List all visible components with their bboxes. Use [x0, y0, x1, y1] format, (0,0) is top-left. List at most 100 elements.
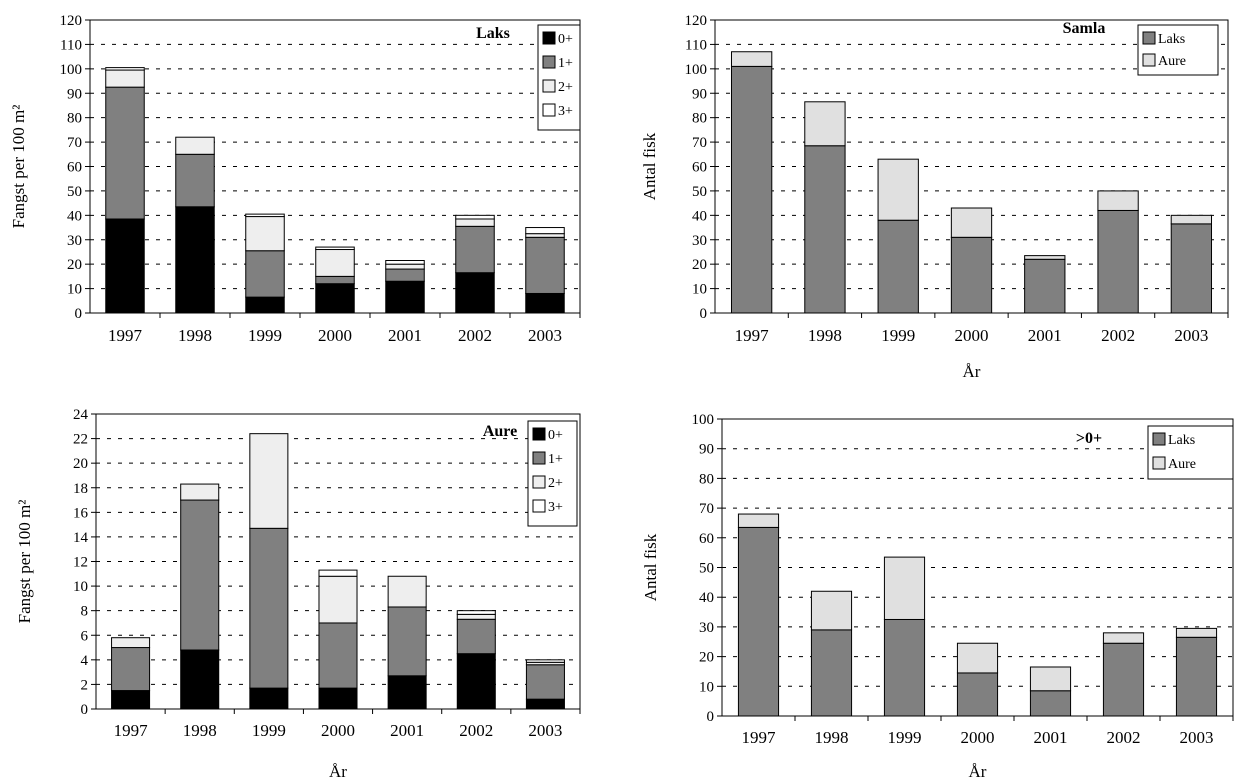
y-tick-label: 90	[692, 86, 707, 102]
y-tick-label: 20	[692, 257, 707, 273]
bar-segment-Laks-1998	[810, 629, 853, 717]
x-tick-label: 1998	[808, 326, 842, 345]
x-axis-title: År	[963, 362, 981, 381]
y-tick-label: 50	[67, 184, 82, 200]
y-axis-title: Antal fisk	[641, 533, 660, 601]
bar-segment-3-1997	[105, 67, 145, 71]
legend-swatch	[1152, 432, 1166, 446]
bar-segment-1-1999	[249, 527, 289, 689]
bar-segment-Laks-2003	[1170, 223, 1213, 314]
y-tick-label: 120	[60, 13, 83, 29]
legend-swatch	[542, 79, 556, 93]
legend-label: 3+	[548, 500, 563, 515]
legend: Laks Aure	[1137, 24, 1219, 76]
y-tick-label: 24	[73, 407, 89, 423]
bar-segment-0-1998	[175, 206, 215, 314]
x-tick-label: 2001	[1034, 728, 1068, 747]
bar-segment-3-1999	[245, 213, 285, 218]
x-tick-label: 2000	[318, 326, 352, 345]
bar-segment-0-2002	[455, 272, 495, 314]
x-tick-label: 2003	[1174, 326, 1208, 345]
x-tick-label: 2002	[1107, 728, 1141, 747]
y-tick-label: 80	[692, 111, 707, 127]
y-tick-label: 70	[699, 501, 714, 517]
bar-segment-0-2003	[525, 698, 565, 710]
x-tick-label: 1997	[114, 721, 149, 740]
legend-swatch	[1142, 31, 1156, 45]
bar-segment-2-2000	[315, 249, 355, 277]
bar-segment-1-2001	[385, 268, 425, 282]
bar-segment-2-1999	[249, 433, 289, 529]
x-tick-label: 1999	[252, 721, 286, 740]
bar-segment-0-2001	[385, 280, 425, 314]
bar-segment-1-1997	[111, 647, 151, 692]
bar-segment-Laks-2000	[956, 672, 999, 717]
legend-label: 0+	[558, 32, 573, 47]
legend-swatch	[1142, 53, 1156, 67]
bar-segment-Aure-2001	[1024, 255, 1066, 260]
y-tick-label: 50	[692, 184, 707, 200]
bar-segment-2-2001	[387, 575, 427, 608]
bar-segment-0-2001	[387, 675, 427, 710]
legend-label: Aure	[1158, 54, 1186, 69]
bar-segment-1-2000	[318, 622, 358, 689]
y-tick-label: 60	[692, 160, 707, 176]
x-tick-label: 2003	[528, 721, 562, 740]
bar-segment-Laks-2003	[1175, 636, 1218, 717]
y-tick-label: 14	[73, 530, 89, 546]
y-tick-label: 16	[73, 505, 89, 521]
x-tick-label: 1999	[888, 728, 922, 747]
x-tick-label: 2000	[321, 721, 355, 740]
y-tick-label: 30	[692, 233, 707, 249]
y-tick-label: 40	[67, 208, 82, 224]
x-tick-label: 2002	[459, 721, 493, 740]
y-tick-label: 90	[67, 86, 82, 102]
bar-segment-2-1999	[245, 216, 285, 252]
y-tick-label: 70	[67, 135, 82, 151]
legend-swatch	[532, 451, 546, 465]
y-tick-label: 90	[699, 442, 714, 458]
legend-label: Aure	[1168, 457, 1196, 472]
y-tick-label: 0	[707, 709, 715, 725]
bar-segment-Laks-2002	[1102, 642, 1145, 717]
y-tick-label: 100	[692, 412, 715, 428]
legend-swatch	[532, 499, 546, 513]
bar-segment-0-1998	[180, 649, 220, 710]
bar-segment-3-2000	[315, 246, 355, 251]
bar-segment-3-2002	[456, 610, 496, 615]
bar-segment-Aure-1999	[883, 556, 926, 620]
bar-segment-Laks-2002	[1097, 209, 1139, 314]
bar-segment-Laks-1999	[877, 219, 919, 314]
x-axis-title: År	[969, 762, 987, 781]
bar-segment-Aure-1998	[810, 590, 853, 631]
y-tick-label: 110	[685, 37, 707, 53]
bar-segment-0-2000	[315, 283, 355, 314]
x-tick-label: 2001	[1028, 326, 1062, 345]
legend: Laks Aure	[1147, 425, 1234, 480]
y-tick-label: 0	[700, 306, 708, 322]
bar-segment-Laks-1998	[804, 145, 846, 314]
chart-title: >0+	[1076, 430, 1102, 447]
bar-segment-1-2003	[525, 236, 565, 294]
x-tick-label: 2002	[458, 326, 492, 345]
chart-title: Laks	[476, 25, 510, 42]
bar-segment-1-1999	[245, 250, 285, 298]
legend-label: 2+	[548, 476, 563, 491]
bar-segment-0-1999	[249, 687, 289, 710]
bar-segment-3-2002	[455, 214, 495, 220]
y-tick-label: 60	[699, 531, 714, 547]
x-tick-label: 1998	[183, 721, 217, 740]
y-tick-label: 110	[60, 37, 82, 53]
bar-segment-Aure-1997	[737, 513, 780, 528]
y-tick-label: 20	[67, 257, 82, 273]
legend-label: 2+	[558, 80, 573, 95]
chart-3: 0 10 20 30 40 50 60 70 80 90 100 1997 1998 1999 2000 20…	[641, 412, 1234, 781]
bar-segment-2-2001	[385, 263, 425, 270]
chart-title: Samla	[1063, 20, 1106, 37]
y-tick-label: 80	[699, 471, 714, 487]
y-tick-label: 0	[75, 306, 83, 322]
bar-segment-0-1999	[245, 296, 285, 314]
x-tick-label: 1999	[248, 326, 282, 345]
x-tick-label: 2001	[388, 326, 422, 345]
bar-segment-Aure-1997	[730, 51, 773, 67]
